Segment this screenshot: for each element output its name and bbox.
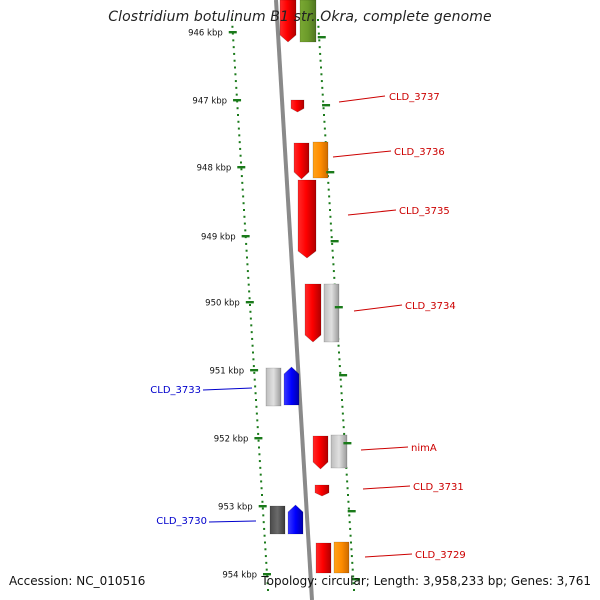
tick-mark: [250, 369, 259, 372]
gene-feature: [297, 179, 317, 259]
gene-features: [265, 0, 350, 574]
gene-label: CLD_3730: [156, 516, 207, 527]
tick-dot-tracks: [231, 19, 355, 591]
tick-mark: [334, 306, 343, 309]
label-leader-line: [332, 150, 392, 158]
tick-mark: [330, 240, 339, 243]
tick-mark: [241, 235, 250, 238]
gene-feature: [330, 434, 348, 469]
gene-feature: [323, 283, 340, 343]
tick-label: 948 kbp: [197, 164, 232, 174]
gene-labels: CLD_3737 CLD_3736 CLD_3735 CLD_3734 CLD_3733…: [150, 92, 465, 561]
tick-label: 949 kbp: [201, 233, 236, 243]
tick-label: 952 kbp: [214, 435, 249, 445]
tick-mark: [245, 301, 254, 304]
gene-label: CLD_3733: [150, 385, 201, 396]
label-leader-line: [202, 387, 253, 391]
tick-mark: [254, 437, 263, 440]
tick-label: 946 kbp: [188, 29, 223, 39]
tick-label: 951 kbp: [209, 367, 244, 377]
tick-mark: [233, 99, 242, 102]
tick-mark: [343, 442, 352, 445]
gene-feature: [287, 504, 304, 535]
label-leader-line: [208, 520, 257, 523]
tick-mark: [322, 104, 331, 107]
tick-mark: [317, 36, 326, 39]
gene-feature: [312, 435, 329, 470]
label-leader-line: [338, 95, 386, 103]
tick-label: 947 kbp: [192, 97, 227, 107]
map-title: Clostridium botulinum B1 str. Okra, comp…: [108, 9, 492, 25]
tick-mark: [262, 573, 271, 576]
gene-feature: [279, 0, 297, 43]
gene-feature: [283, 366, 300, 406]
gene-feature: [315, 542, 332, 574]
tick-label: 953 kbp: [218, 503, 253, 513]
gene-label: CLD_3735: [399, 206, 450, 217]
label-leader-line: [364, 553, 413, 558]
gene-feature: [265, 367, 282, 407]
tick-label: 954 kbp: [222, 571, 257, 581]
gene-feature: [299, 0, 317, 43]
tick-mark: [351, 578, 360, 581]
gene-label: CLD_3737: [389, 92, 440, 103]
inner-dot-track: [231, 19, 269, 591]
gene-feature: [269, 505, 286, 535]
gene-label: nimA: [411, 443, 437, 454]
gene-feature: [304, 283, 322, 343]
gene-feature: [290, 99, 305, 113]
tick-mark: [339, 374, 348, 377]
gene-feature: [293, 142, 310, 180]
accession-text: Accession: NC_010516: [9, 574, 146, 588]
gene-feature: [312, 141, 329, 179]
gene-label: CLD_3731: [413, 482, 464, 493]
gene-feature: [333, 541, 350, 574]
kbp-ticks: 946 kbp 947 kbp 948 kbp 949 kbp 950 kbp 951 k…: [188, 29, 360, 581]
tick-mark: [347, 510, 356, 513]
topology-summary: Topology: circular; Length: 3,958,233 bp…: [261, 574, 591, 588]
label-leader-line: [347, 209, 397, 216]
label-leader-line: [360, 446, 409, 451]
tick-label: 950 kbp: [205, 299, 240, 309]
gene-label: CLD_3734: [405, 301, 456, 312]
tick-mark: [258, 505, 267, 508]
label-leader-line: [353, 304, 403, 312]
gene-label: CLD_3736: [394, 147, 445, 158]
label-leader-line: [362, 485, 411, 490]
gene-label: CLD_3729: [415, 550, 466, 561]
genome-backbone: [274, 0, 314, 600]
gene-feature: [314, 484, 330, 497]
tick-mark: [237, 166, 246, 169]
tick-mark: [326, 171, 335, 174]
tick-mark: [228, 31, 237, 34]
